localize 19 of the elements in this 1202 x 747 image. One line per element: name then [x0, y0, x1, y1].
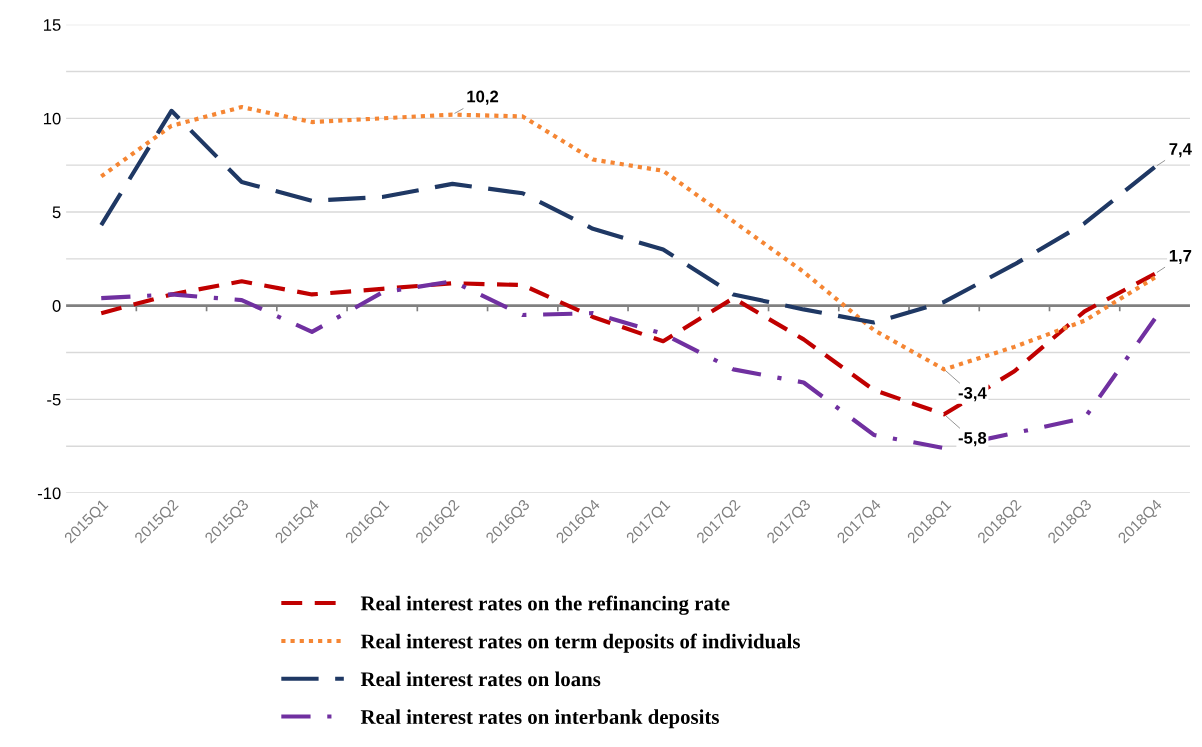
data-label: 7,4 [1169, 143, 1192, 158]
legend-label: Real interest rates on interbank deposits [360, 709, 719, 729]
line-series [99, 104, 1157, 372]
line-series [99, 279, 1157, 451]
data-label: 1,7 [1169, 250, 1192, 265]
y-tick-label: 0 [52, 300, 61, 312]
data-label: 10,2 [467, 90, 499, 105]
legend-label: Real interest rates on the refinancing rate [360, 595, 730, 615]
legend-label: Real interest rates on term deposits of individuals [360, 633, 800, 653]
y-tick-label: -5 [47, 393, 61, 406]
y-tick-label: 10 [43, 112, 61, 125]
line-series [99, 271, 1157, 417]
legend-label: Real interest rates on loans [360, 671, 601, 687]
y-tick-label: 15 [43, 19, 61, 31]
y-tick-label: -10 [37, 487, 61, 500]
data-label: -3,4 [958, 387, 987, 402]
line-series [99, 108, 1157, 325]
data-label: -5,8 [958, 432, 987, 447]
y-tick-label: 5 [52, 206, 61, 219]
